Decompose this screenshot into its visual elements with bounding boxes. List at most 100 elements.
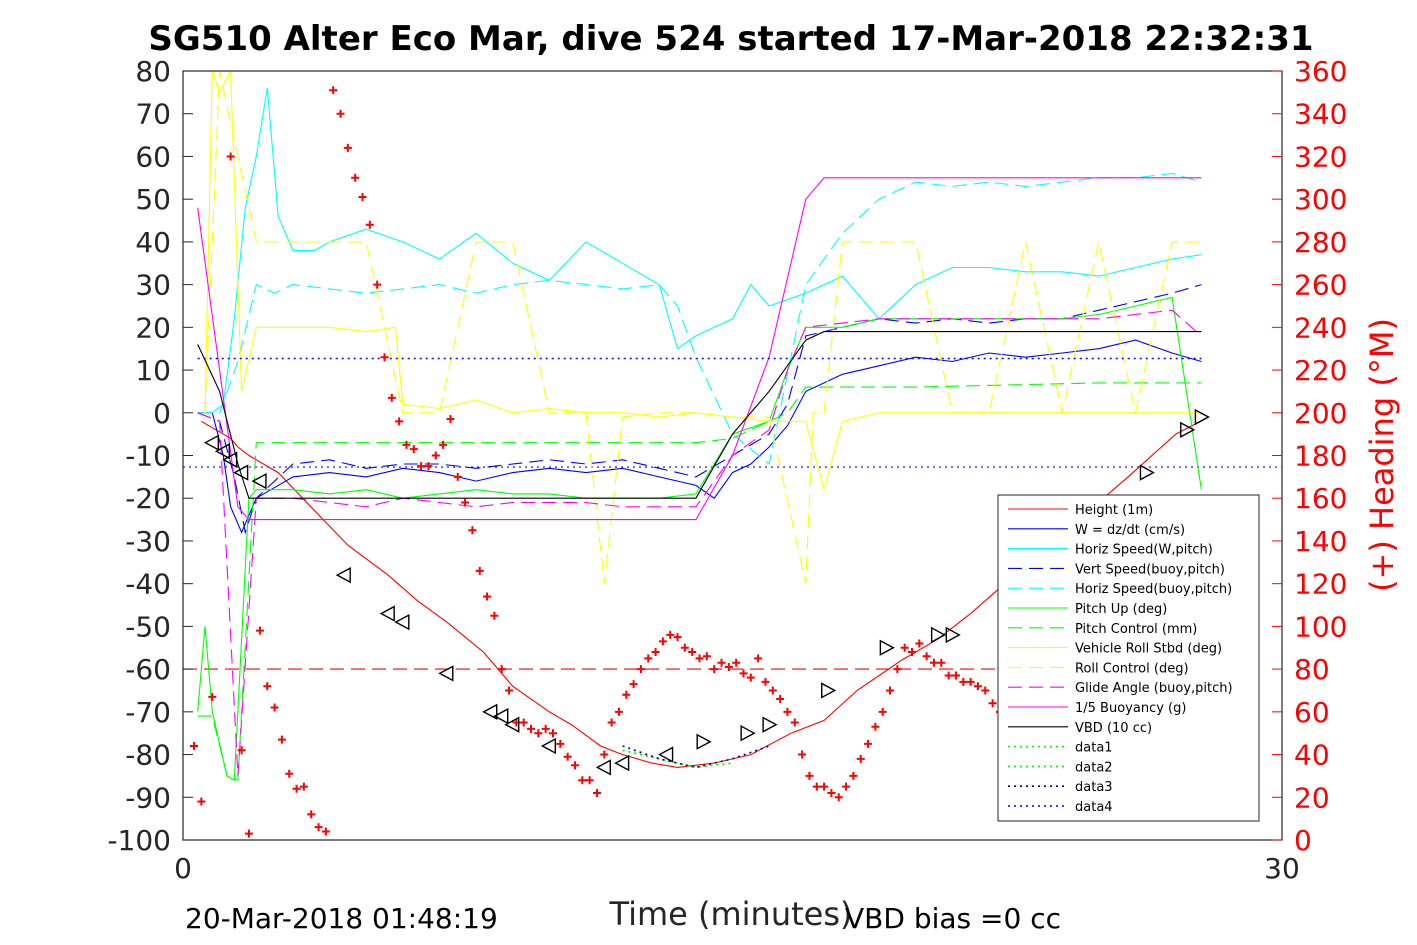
legend-label: 1/5 Buoyancy (g) <box>1075 701 1186 716</box>
heading-point <box>299 782 308 791</box>
left-y-tick-label: -60 <box>125 653 171 686</box>
x-tick-label: 0 <box>174 852 192 885</box>
heading-point <box>673 633 682 642</box>
chart-title: SG510 Alter Eco Mar, dive 524 started 17… <box>148 19 1313 59</box>
heading-point <box>746 673 755 682</box>
series-line-data3 <box>622 745 770 769</box>
heading-point <box>600 750 609 759</box>
heading-point <box>307 810 316 819</box>
heading-point <box>922 652 931 661</box>
profile-marker <box>379 605 395 622</box>
profile-marker <box>493 707 509 725</box>
left-y-tick-label: 0 <box>153 397 171 430</box>
profile-marker <box>438 665 454 682</box>
footer-vbd-bias: VBD bias =0 cc <box>845 902 1061 935</box>
right-y-tick-label: 200 <box>1294 397 1347 430</box>
heading-point <box>710 665 719 674</box>
left-y-tick-label: -30 <box>125 525 171 558</box>
heading-point <box>409 445 418 454</box>
heading-point <box>607 718 616 727</box>
right-y-tick-label: 120 <box>1294 568 1347 601</box>
heading-point <box>197 797 206 806</box>
profile-marker <box>251 472 267 490</box>
right-y-tick-label: 340 <box>1294 98 1347 131</box>
heading-point <box>292 784 301 793</box>
series-line-data2 <box>622 749 733 769</box>
profile-marker <box>658 746 674 763</box>
profile-marker <box>614 754 630 772</box>
left-y-tick-label: -80 <box>125 739 171 772</box>
legend-label: data2 <box>1075 760 1113 775</box>
heading-point <box>358 193 367 202</box>
legend-label: Vert Speed(buoy,pitch) <box>1075 562 1225 577</box>
heading-point <box>578 776 587 785</box>
heading-point <box>688 648 697 657</box>
heading-point <box>702 652 711 661</box>
heading-point <box>849 771 858 780</box>
heading-point <box>937 658 946 667</box>
heading-point <box>871 722 880 731</box>
profile-marker <box>482 703 498 721</box>
legend-label: W = dz/dt (cm/s) <box>1075 523 1185 538</box>
heading-point <box>570 761 579 770</box>
profile-marker <box>222 451 238 468</box>
series-line-height-1m <box>201 416 1209 768</box>
series-line-1-5-buoyancy-g <box>197 177 1202 521</box>
legend-label: Pitch Up (deg) <box>1075 602 1167 617</box>
heading-point <box>790 718 799 727</box>
profile-marker <box>930 626 947 644</box>
heading-point <box>592 789 601 798</box>
heading-point <box>893 665 902 674</box>
profile-marker <box>740 725 756 742</box>
heading-point <box>497 665 506 674</box>
x-axis-label: Time (minutes) <box>609 895 853 933</box>
heading-point <box>820 782 829 791</box>
heading-point <box>563 752 572 761</box>
left-y-tick-label: -90 <box>125 781 171 814</box>
heading-point <box>208 692 217 701</box>
profile-marker <box>821 682 837 699</box>
heading-point <box>453 472 462 481</box>
left-y-tick-label: -50 <box>125 610 171 643</box>
heading-point <box>277 735 286 744</box>
heading-point <box>929 658 938 667</box>
profile-marker <box>540 737 557 755</box>
legend-label: Horiz Speed(buoy,pitch) <box>1075 582 1232 597</box>
series-line-vert-speed-buoy-pitch <box>197 284 1202 535</box>
right-y-tick-label: 180 <box>1294 440 1347 473</box>
heading-point <box>951 671 960 680</box>
legend-label: data4 <box>1075 800 1113 815</box>
series-line-roll-control-deg <box>204 71 1202 584</box>
heading-point <box>717 658 726 667</box>
heading-point <box>878 707 887 716</box>
heading-point <box>329 86 338 95</box>
profile-marker <box>203 434 220 451</box>
heading-point <box>585 776 594 785</box>
heading-point <box>505 686 514 695</box>
heading-point <box>343 143 352 152</box>
left-y-tick-label: 30 <box>135 269 171 302</box>
series-line-vbd-10-cc <box>197 331 1202 499</box>
profile-marker <box>762 716 778 733</box>
heading-point <box>988 699 997 708</box>
heading-point <box>402 440 411 449</box>
heading-point <box>244 829 253 838</box>
heading-point <box>373 280 382 289</box>
left-y-tick-label: 50 <box>135 183 171 216</box>
legend: Height (1m) W = dz/dt (cm/s) Horiz Speed(W… <box>997 494 1260 822</box>
x-tick-label: 30 <box>1264 852 1300 885</box>
legend-box <box>997 494 1260 822</box>
heading-point <box>812 782 821 791</box>
right-y-axis-label: (+) Heading (°M) <box>1363 318 1401 592</box>
right-y-tick-label: 220 <box>1294 354 1347 387</box>
legend-label: data1 <box>1075 741 1113 756</box>
heading-point <box>431 451 440 460</box>
profile-marker <box>879 639 895 656</box>
heading-point <box>724 662 733 671</box>
heading-point <box>666 630 675 639</box>
right-y-tick-label: 140 <box>1294 525 1347 558</box>
left-y-tick-label: 20 <box>135 311 171 344</box>
heading-point <box>658 637 667 646</box>
footer-timestamp: 20-Mar-2018 01:48:19 <box>185 902 498 935</box>
legend-label: Height (1m) <box>1075 503 1153 518</box>
